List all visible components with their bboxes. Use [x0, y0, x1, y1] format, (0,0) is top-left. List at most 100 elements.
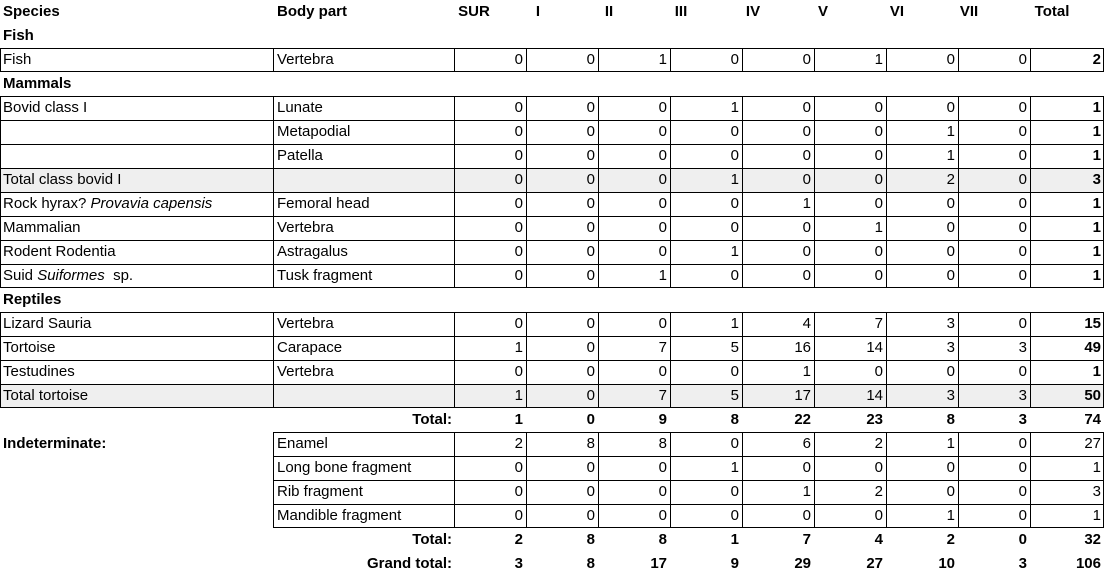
count-cell: 1 [730, 459, 739, 476]
count-cell: 23 [866, 411, 883, 428]
species-cell [3, 480, 271, 504]
section-row: Mammals [0, 72, 1104, 96]
row-total-cell: 1 [1092, 147, 1101, 164]
grid-line [273, 432, 274, 528]
body-part-cell: Rib fragment [277, 483, 363, 500]
count-cell: 0 [1018, 363, 1027, 380]
species-cell: Rock hyrax? Provavia capensis [3, 192, 271, 216]
body-part-cell: Patella [277, 147, 323, 164]
count-cell: 14 [866, 387, 883, 404]
grid-line [742, 432, 743, 528]
count-cell: 0 [658, 171, 667, 188]
count-cell: 0 [730, 123, 739, 140]
grid-line [958, 96, 959, 288]
species-name: Rodent Rodentia [3, 243, 116, 260]
count-cell: 0 [730, 219, 739, 236]
count-cell: 0 [730, 267, 739, 284]
count-cell: 0 [946, 219, 955, 236]
count-cell: 0 [586, 483, 595, 500]
grid-line [0, 48, 1, 72]
count-cell: 0 [586, 195, 595, 212]
count-cell: 29 [794, 555, 811, 572]
count-cell: 0 [874, 243, 883, 260]
count-cell: 3 [1018, 555, 1027, 572]
count-cell: 0 [874, 459, 883, 476]
body-part-cell: Vertebra [277, 219, 334, 236]
species-cell: Fish [3, 48, 271, 72]
count-cell: 0 [946, 51, 955, 68]
header-species: Species [3, 3, 60, 20]
count-cell: 0 [514, 243, 523, 260]
count-cell: 0 [802, 123, 811, 140]
table-row: Testudines Vertebra 0 0 0 0 1 0 0 0 1 [0, 360, 1104, 384]
species-cell: Tortoise [3, 336, 271, 360]
grid-line [526, 96, 527, 288]
species-cell: Mammalian [3, 216, 271, 240]
table-row: Total class bovid I 0 0 0 1 0 0 2 0 3 [0, 168, 1104, 192]
species-cell: Testudines [3, 360, 271, 384]
grid-line [0, 360, 1104, 361]
grid-line [814, 48, 815, 72]
count-cell: 1 [730, 99, 739, 116]
row-total-cell: 1 [1092, 363, 1101, 380]
count-cell: 3 [1018, 411, 1027, 428]
section-row: Fish [0, 24, 1104, 48]
count-cell: 0 [658, 123, 667, 140]
count-cell: 0 [1018, 459, 1027, 476]
count-cell: 0 [1018, 99, 1027, 116]
count-cell: 0 [586, 171, 595, 188]
count-cell: 8 [730, 411, 739, 428]
count-cell: 0 [802, 51, 811, 68]
grid-line [886, 312, 887, 408]
count-cell: 1 [802, 195, 811, 212]
body-part-cell: Long bone fragment [277, 459, 412, 476]
grid-line [1030, 48, 1031, 72]
count-cell: 1 [730, 531, 739, 548]
count-cell: 0 [1018, 123, 1027, 140]
total-label: Total: [412, 531, 452, 548]
grid-line [0, 336, 1104, 337]
species-name: Fish [3, 51, 32, 68]
count-cell: 2 [514, 531, 523, 548]
table-row: Mandible fragment 0 0 0 0 0 0 1 0 1 [0, 504, 1104, 528]
count-cell: 0 [658, 99, 667, 116]
header-body-part: Body part [277, 3, 348, 20]
grid-line [273, 48, 274, 72]
grid-line [598, 312, 599, 408]
count-cell: 5 [730, 339, 739, 356]
count-cell: 0 [802, 171, 811, 188]
count-cell: 9 [658, 411, 667, 428]
species-cell [3, 504, 271, 528]
grid-line [454, 312, 455, 408]
grid-line [0, 240, 1104, 241]
species-name: Testudines [3, 363, 75, 380]
count-cell: 0 [658, 315, 667, 332]
grid-line [0, 96, 1104, 97]
count-cell: 0 [658, 147, 667, 164]
count-cell: 1 [730, 243, 739, 260]
grid-line [0, 384, 1104, 385]
count-cell: 0 [586, 459, 595, 476]
row-total-cell: 1 [1092, 507, 1101, 524]
count-cell: 0 [586, 339, 595, 356]
species-name: Tortoise [3, 339, 56, 356]
count-cell: 0 [586, 147, 595, 164]
count-cell: 0 [586, 51, 595, 68]
count-cell: 0 [730, 483, 739, 500]
grid-line [0, 312, 1, 408]
count-cell: 0 [514, 99, 523, 116]
count-cell: 0 [1018, 267, 1027, 284]
grid-line [1030, 312, 1031, 408]
body-part-cell: Vertebra [277, 51, 334, 68]
count-cell: 0 [946, 363, 955, 380]
species-cell: Rodent Rodentia [3, 240, 271, 264]
species-name: Bovid class I [3, 99, 88, 116]
count-cell: 22 [794, 411, 811, 428]
count-cell: 0 [514, 459, 523, 476]
row-total-cell: 1 [1092, 123, 1101, 140]
count-cell: 0 [514, 195, 523, 212]
count-cell: 0 [946, 459, 955, 476]
table-row: Metapodial 0 0 0 0 0 0 1 0 1 [0, 120, 1104, 144]
count-cell: 0 [586, 99, 595, 116]
